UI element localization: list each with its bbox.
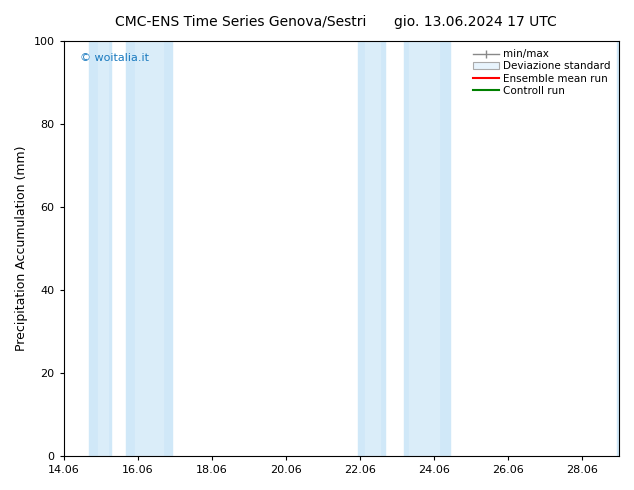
Text: CMC-ENS Time Series Genova/Sestri: CMC-ENS Time Series Genova/Sestri <box>115 15 366 29</box>
Bar <box>89 41 112 456</box>
Bar <box>358 41 385 456</box>
Bar <box>617 41 619 456</box>
Text: © woitalia.it: © woitalia.it <box>81 53 149 64</box>
Legend: min/max, Deviazione standard, Ensemble mean run, Controll run: min/max, Deviazione standard, Ensemble m… <box>470 46 614 99</box>
Y-axis label: Precipitation Accumulation (mm): Precipitation Accumulation (mm) <box>15 146 28 351</box>
Bar <box>365 41 380 456</box>
Bar <box>404 41 450 456</box>
Bar <box>126 41 172 456</box>
Bar <box>410 41 439 456</box>
Bar <box>136 41 163 456</box>
Text: gio. 13.06.2024 17 UTC: gio. 13.06.2024 17 UTC <box>394 15 557 29</box>
Bar <box>98 41 108 456</box>
